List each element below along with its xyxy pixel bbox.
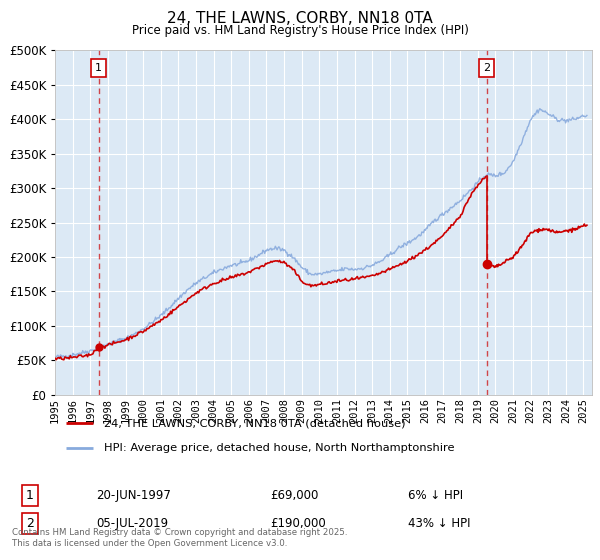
Text: 24, THE LAWNS, CORBY, NN18 0TA: 24, THE LAWNS, CORBY, NN18 0TA [167,11,433,26]
Text: Contains HM Land Registry data © Crown copyright and database right 2025.
This d: Contains HM Land Registry data © Crown c… [12,528,347,548]
Text: 2: 2 [26,517,34,530]
Text: 6% ↓ HPI: 6% ↓ HPI [408,489,463,502]
Text: £69,000: £69,000 [270,489,319,502]
Text: 43% ↓ HPI: 43% ↓ HPI [408,517,470,530]
Text: 20-JUN-1997: 20-JUN-1997 [96,489,171,502]
Text: 1: 1 [26,489,34,502]
Text: HPI: Average price, detached house, North Northamptonshire: HPI: Average price, detached house, Nort… [104,442,454,452]
Text: Price paid vs. HM Land Registry's House Price Index (HPI): Price paid vs. HM Land Registry's House … [131,24,469,36]
Text: 1: 1 [95,63,102,73]
Text: 2: 2 [483,63,490,73]
Text: 05-JUL-2019: 05-JUL-2019 [96,517,168,530]
Text: £190,000: £190,000 [270,517,326,530]
Text: 24, THE LAWNS, CORBY, NN18 0TA (detached house): 24, THE LAWNS, CORBY, NN18 0TA (detached… [104,418,405,428]
